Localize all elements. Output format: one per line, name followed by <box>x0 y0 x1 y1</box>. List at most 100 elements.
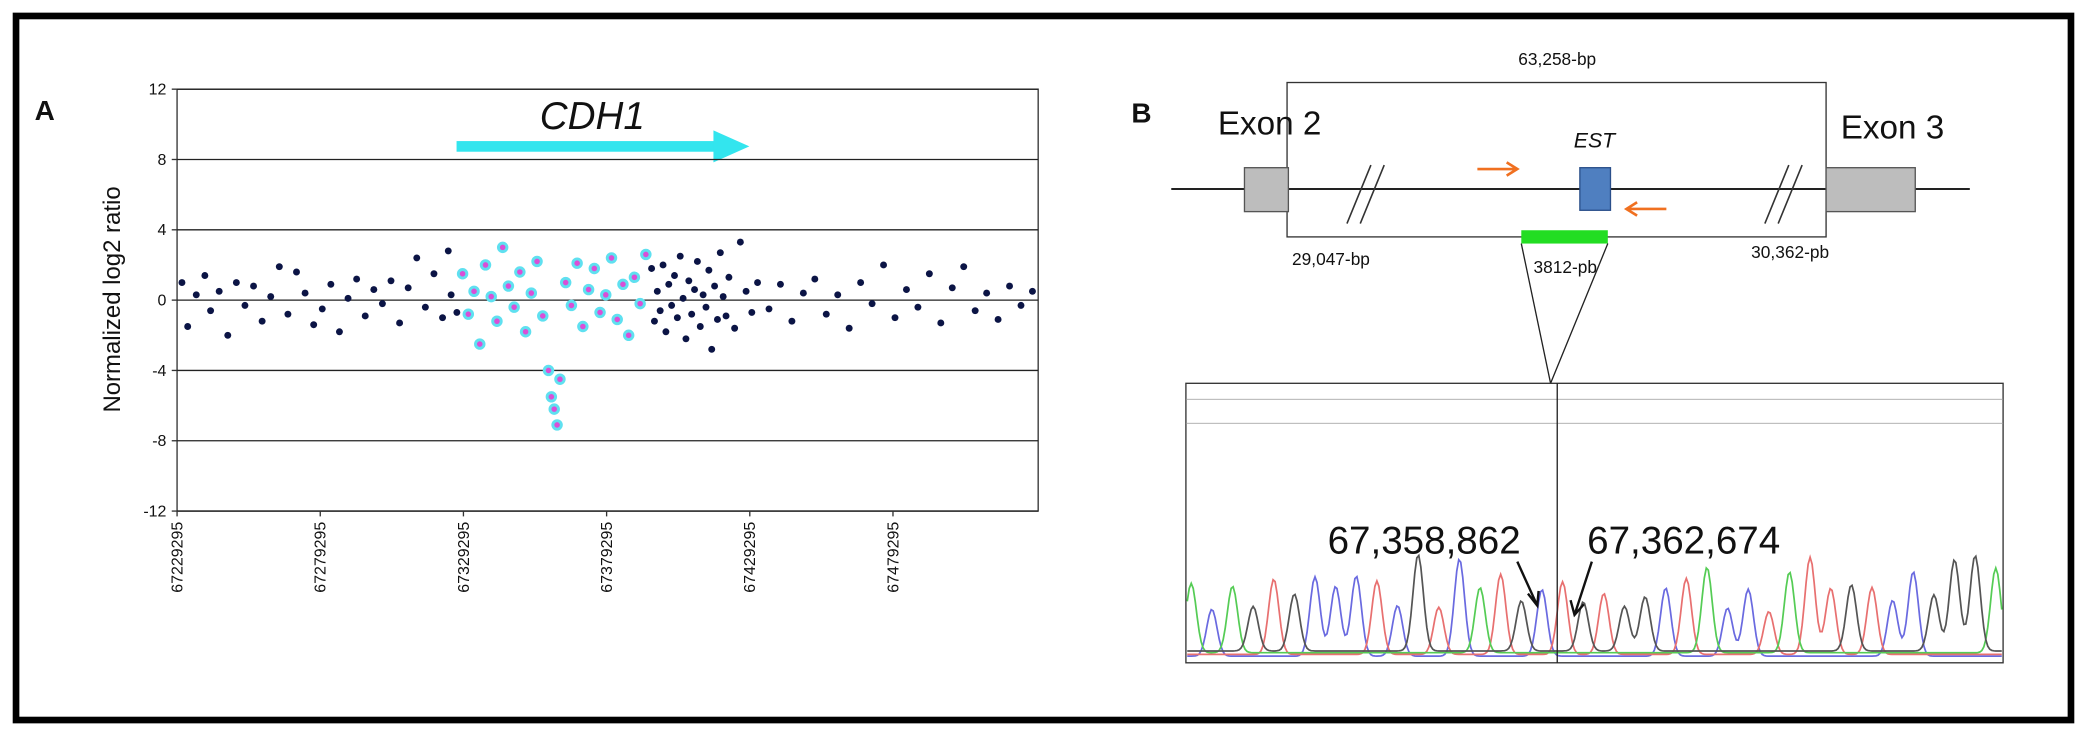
point <box>284 310 292 318</box>
point <box>353 275 361 283</box>
point <box>788 317 796 325</box>
x-tick-label: 67479295 <box>885 522 902 593</box>
point <box>192 291 200 299</box>
point <box>462 308 475 320</box>
point <box>413 254 421 262</box>
point <box>665 280 673 288</box>
point <box>688 310 696 318</box>
point <box>668 301 676 309</box>
point <box>656 307 664 315</box>
y-tick-label: 8 <box>158 152 167 169</box>
point <box>902 286 910 294</box>
trace <box>1187 553 2002 652</box>
frame <box>12 12 2075 724</box>
point <box>525 287 538 299</box>
point <box>994 315 1002 323</box>
est-box <box>1579 167 1612 211</box>
point <box>327 280 335 288</box>
trace <box>1186 565 2003 654</box>
point <box>731 324 739 332</box>
y-tick-label: -12 <box>143 503 166 520</box>
point <box>491 315 503 327</box>
point <box>857 279 865 287</box>
break-mark <box>1346 164 1803 224</box>
point <box>232 279 240 287</box>
point <box>736 238 744 246</box>
point <box>485 290 497 303</box>
point <box>705 266 713 274</box>
point <box>594 306 606 319</box>
point <box>545 391 558 403</box>
point <box>468 285 480 298</box>
point <box>335 328 343 336</box>
x-tick-label: 67229295 <box>169 522 186 593</box>
point <box>310 321 318 329</box>
point <box>650 317 658 325</box>
point <box>983 289 991 297</box>
point <box>691 286 699 294</box>
point <box>551 419 563 431</box>
point <box>611 313 623 326</box>
intron-box <box>1286 81 1827 238</box>
point <box>713 315 721 323</box>
segment-label: 29,047-bp <box>1292 249 1370 269</box>
point <box>696 323 704 330</box>
point <box>653 287 661 295</box>
point <box>496 241 509 254</box>
point <box>754 279 762 287</box>
point <box>685 277 693 285</box>
y-tick-label: 4 <box>158 222 167 239</box>
point <box>447 291 455 299</box>
est-label: EST <box>1574 129 1617 153</box>
point <box>275 263 283 271</box>
point <box>301 289 309 297</box>
point <box>588 262 601 275</box>
point <box>914 303 922 311</box>
point <box>722 312 730 320</box>
exon-label: Exon 2 <box>1218 105 1322 142</box>
breakpoint-label: 67,362,674 <box>1587 520 1780 563</box>
point <box>404 284 412 292</box>
point <box>267 293 275 301</box>
point <box>891 314 899 322</box>
point <box>659 261 667 269</box>
pointer-arrow <box>1569 561 1593 618</box>
point <box>453 308 461 316</box>
primer-arrow <box>1477 161 1520 177</box>
point <box>241 301 249 309</box>
point <box>207 307 215 315</box>
point <box>293 268 300 276</box>
point <box>387 277 395 285</box>
point <box>396 319 404 327</box>
point <box>201 272 209 279</box>
point <box>250 282 258 290</box>
x-tick-label: 67379295 <box>599 522 616 593</box>
point <box>224 331 232 339</box>
exon-box <box>1243 167 1290 213</box>
trace <box>1187 554 2002 656</box>
point <box>571 257 583 269</box>
point <box>640 248 652 261</box>
y-tick-label: 0 <box>158 292 167 309</box>
point <box>444 247 452 255</box>
point <box>514 266 526 278</box>
point <box>479 259 492 271</box>
point <box>676 252 684 260</box>
point <box>421 303 429 311</box>
point <box>937 319 945 327</box>
point <box>822 310 830 318</box>
exon-box <box>1825 167 1916 213</box>
point <box>559 276 572 289</box>
point <box>711 282 719 290</box>
point <box>582 283 595 296</box>
point <box>648 265 656 272</box>
point <box>1028 287 1036 295</box>
panel-label: B <box>1131 97 1151 128</box>
point <box>671 272 678 279</box>
point <box>622 329 635 342</box>
point <box>845 324 853 332</box>
point <box>765 305 773 313</box>
pointer-arrow <box>1516 561 1540 609</box>
point <box>508 301 520 313</box>
point <box>776 280 784 288</box>
